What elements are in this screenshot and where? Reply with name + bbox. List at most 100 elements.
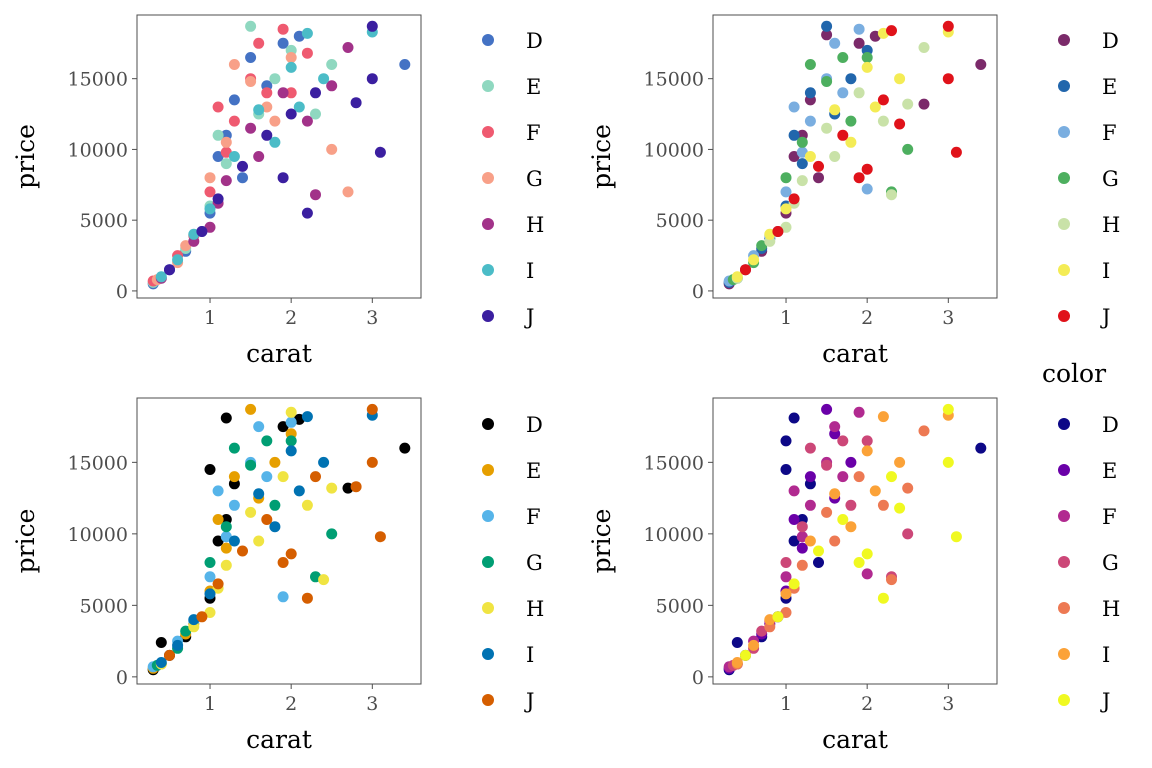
data-point-J bbox=[813, 545, 824, 557]
legend-label-D: D bbox=[1102, 413, 1119, 437]
legend-key-G bbox=[1058, 556, 1070, 568]
data-point-J bbox=[894, 502, 906, 514]
data-point-F bbox=[220, 531, 232, 543]
data-point-D bbox=[399, 442, 411, 454]
data-point-I bbox=[269, 136, 281, 148]
y-tick-label: 10000 bbox=[644, 524, 704, 546]
data-point-J bbox=[196, 226, 208, 237]
data-point-G bbox=[180, 240, 192, 252]
data-point-H bbox=[821, 506, 833, 518]
data-point-F bbox=[228, 499, 240, 511]
legend-key-H bbox=[482, 602, 494, 614]
data-point-F bbox=[204, 571, 216, 583]
data-point-G bbox=[821, 459, 833, 471]
legend-key-I bbox=[482, 264, 494, 276]
x-tick-label: 2 bbox=[861, 307, 873, 329]
data-point-D bbox=[780, 435, 792, 447]
data-point-E bbox=[796, 542, 808, 554]
data-point-J bbox=[942, 73, 954, 85]
x-tick-label: 1 bbox=[204, 307, 216, 329]
data-point-F bbox=[780, 571, 792, 583]
data-point-D bbox=[212, 151, 224, 162]
data-point-H bbox=[326, 482, 338, 494]
data-point-I bbox=[253, 104, 265, 116]
y-tick-label: 15000 bbox=[644, 452, 704, 474]
data-point-F bbox=[853, 406, 865, 418]
legend-key-F bbox=[1058, 510, 1070, 522]
data-point-J bbox=[310, 87, 321, 99]
data-point-G bbox=[861, 435, 873, 447]
data-point-J bbox=[772, 611, 784, 623]
data-point-H bbox=[902, 98, 914, 110]
data-point-J bbox=[237, 160, 248, 172]
data-point-J bbox=[301, 207, 313, 219]
y-tick-label: 15000 bbox=[68, 452, 128, 474]
data-point-D bbox=[788, 412, 800, 424]
legend-label-E: E bbox=[526, 459, 541, 483]
y-axis-title: price bbox=[11, 509, 40, 574]
x-tick-label: 3 bbox=[366, 693, 378, 715]
x-tick-label: 3 bbox=[942, 307, 954, 329]
legend-label-F: F bbox=[526, 505, 541, 529]
data-point-G bbox=[245, 459, 257, 471]
data-point-I bbox=[877, 411, 889, 423]
data-point-E bbox=[228, 471, 240, 483]
y-axis-title: price bbox=[11, 124, 40, 189]
legend-label-D: D bbox=[526, 413, 543, 437]
data-point-J bbox=[853, 172, 865, 184]
data-point-J bbox=[212, 193, 224, 205]
data-point-H bbox=[877, 499, 889, 511]
legend-key-D bbox=[1058, 418, 1070, 430]
data-point-J bbox=[277, 172, 289, 184]
legend-key-G bbox=[482, 172, 494, 184]
data-point-H bbox=[780, 221, 792, 233]
legend-label-E: E bbox=[526, 75, 541, 99]
data-point-F bbox=[861, 568, 873, 580]
data-point-F bbox=[261, 87, 273, 99]
data-point-J bbox=[237, 545, 248, 557]
points-layer bbox=[723, 403, 987, 676]
data-point-J bbox=[886, 471, 897, 483]
data-point-J bbox=[366, 20, 378, 32]
data-point-F bbox=[204, 186, 216, 198]
data-point-I bbox=[253, 488, 265, 500]
data-point-E bbox=[269, 456, 281, 468]
data-point-I bbox=[155, 657, 167, 668]
y-tick-label: 10000 bbox=[68, 139, 128, 161]
legend-label-J: J bbox=[524, 305, 534, 329]
data-point-G bbox=[804, 442, 816, 454]
legend-key-F bbox=[482, 510, 494, 522]
y-tick-label: 5000 bbox=[656, 595, 704, 617]
data-point-G bbox=[804, 59, 816, 70]
legend-label-J: J bbox=[1100, 689, 1110, 713]
y-tick-label: 5000 bbox=[80, 595, 128, 617]
data-point-J bbox=[853, 557, 865, 568]
data-point-G bbox=[204, 557, 216, 568]
data-point-F bbox=[780, 186, 792, 198]
data-point-E bbox=[326, 59, 338, 70]
data-point-H bbox=[277, 87, 289, 99]
data-point-F bbox=[301, 47, 313, 59]
data-point-D bbox=[204, 464, 216, 475]
data-point-G bbox=[902, 528, 914, 540]
y-tick-label: 0 bbox=[692, 667, 704, 689]
data-point-H bbox=[780, 607, 792, 618]
data-point-D bbox=[780, 464, 792, 475]
legend-label-I: I bbox=[1102, 643, 1110, 667]
data-point-I bbox=[869, 101, 881, 113]
data-point-G bbox=[245, 76, 257, 87]
data-point-G bbox=[228, 59, 240, 70]
data-point-G bbox=[837, 52, 849, 63]
data-point-H bbox=[853, 471, 865, 483]
legend-key-E bbox=[1058, 80, 1070, 92]
legend-label-G: G bbox=[526, 551, 543, 575]
data-point-I bbox=[293, 485, 305, 497]
data-point-J bbox=[740, 264, 751, 276]
legend-key-J bbox=[482, 694, 494, 706]
data-point-G bbox=[180, 625, 192, 637]
